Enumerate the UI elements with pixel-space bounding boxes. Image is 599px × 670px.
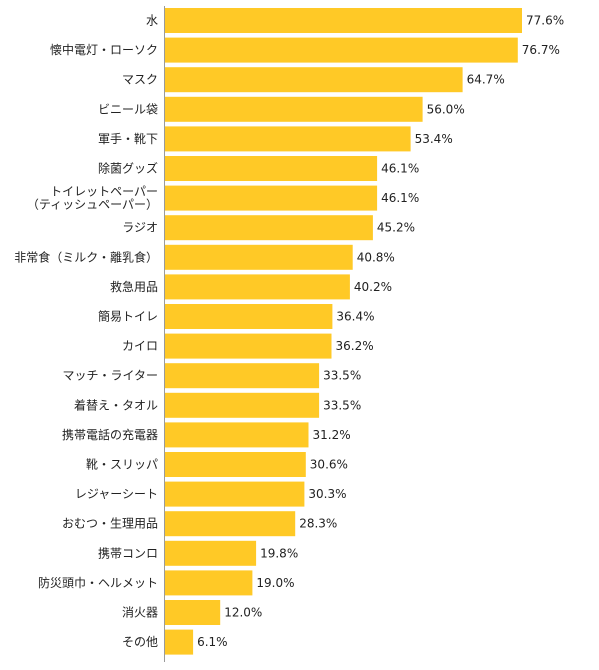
value-label-10: 36.4% [336,310,374,324]
value-label-3: 56.0% [427,102,465,116]
category-label-3: ビニール袋 [98,102,158,116]
value-label-14: 31.2% [313,428,351,442]
bar-2 [165,67,463,93]
value-label-18: 19.8% [260,546,298,560]
value-label-21: 6.1% [197,635,228,649]
category-label-12: マッチ・ライター [62,369,158,383]
category-label-20: 消火器 [122,606,158,620]
value-label-11: 36.2% [336,339,374,353]
category-label-18: 携帯コンロ [98,545,158,560]
category-label-6-line-0: トイレットペーパー [50,185,158,199]
value-label-20: 12.0% [224,606,262,620]
value-label-4: 53.4% [415,132,453,146]
bar-14 [165,422,309,448]
bar-1 [165,37,518,63]
bar-10 [165,304,333,329]
value-label-19: 19.0% [256,576,294,590]
value-label-5: 46.1% [381,162,419,176]
value-label-17: 28.3% [299,517,337,531]
bar-9 [165,274,350,300]
value-label-7: 45.2% [377,221,415,235]
value-label-8: 40.8% [357,250,395,264]
bar-0 [165,8,522,33]
bar-5 [165,156,378,181]
bar-19 [165,570,253,596]
bar-7 [165,215,373,241]
bar-12 [165,363,320,389]
bar-3 [165,96,423,122]
category-label-11: カイロ [122,339,158,353]
value-label-16: 30.3% [308,487,346,501]
category-label-7: ラジオ [122,221,158,235]
category-label-4: 軍手・靴下 [98,132,158,146]
bar-group [165,8,522,655]
category-label-15: 靴・スリッパ [86,458,158,472]
category-label-14: 携帯電話の充電器 [62,427,158,442]
value-label-1: 76.7% [522,43,560,57]
category-label-6: トイレットペーパー（ティッシュペーパー） [27,185,158,212]
value-label-group: 77.6% 76.7% 64.7% 56.0% 53.4% 46.1% 46.1% 45.2%… [197,14,564,650]
bar-8 [165,244,353,270]
category-label-9: 救急用品 [110,279,158,294]
category-label-17: おむつ・生理用品 [62,517,158,531]
value-label-13: 33.5% [323,398,361,412]
bar-4 [165,126,411,152]
category-label-21: その他 [122,635,158,649]
category-label-6-line-1: （ティッシュペーパー） [27,198,158,212]
category-label-1: 懐中電灯・ローソク [50,42,158,57]
category-label-16: レジャーシート [75,487,158,501]
bar-13 [165,392,320,418]
category-label-5: 除菌グッズ [98,161,158,176]
value-label-9: 40.2% [354,280,392,294]
category-label-2: マスク [122,73,158,87]
bar-21 [165,629,194,655]
bar-20 [165,600,221,625]
value-label-0: 77.6% [526,14,564,28]
bar-15 [165,452,306,477]
category-label-0: 水 [146,14,158,28]
value-label-12: 33.5% [323,369,361,383]
bar-17 [165,511,296,537]
bar-16 [165,481,305,507]
value-label-2: 64.7% [467,73,505,87]
value-label-6: 46.1% [381,191,419,205]
bar-6 [165,185,378,211]
category-label-10: 簡易トイレ [98,309,158,324]
bar-18 [165,540,257,566]
bar-11 [165,333,332,359]
value-label-15: 30.6% [310,458,348,472]
category-label-8: 非常食（ミルク・離乳食） [14,249,158,264]
category-label-group: 水懐中電灯・ローソクマスクビニール袋軍手・靴下除菌グッズトイレットペーパー（ティ… [14,14,158,650]
category-label-13: 着替え・タオル [74,397,158,412]
category-label-19: 防災頭巾・ヘルメット [38,575,158,590]
